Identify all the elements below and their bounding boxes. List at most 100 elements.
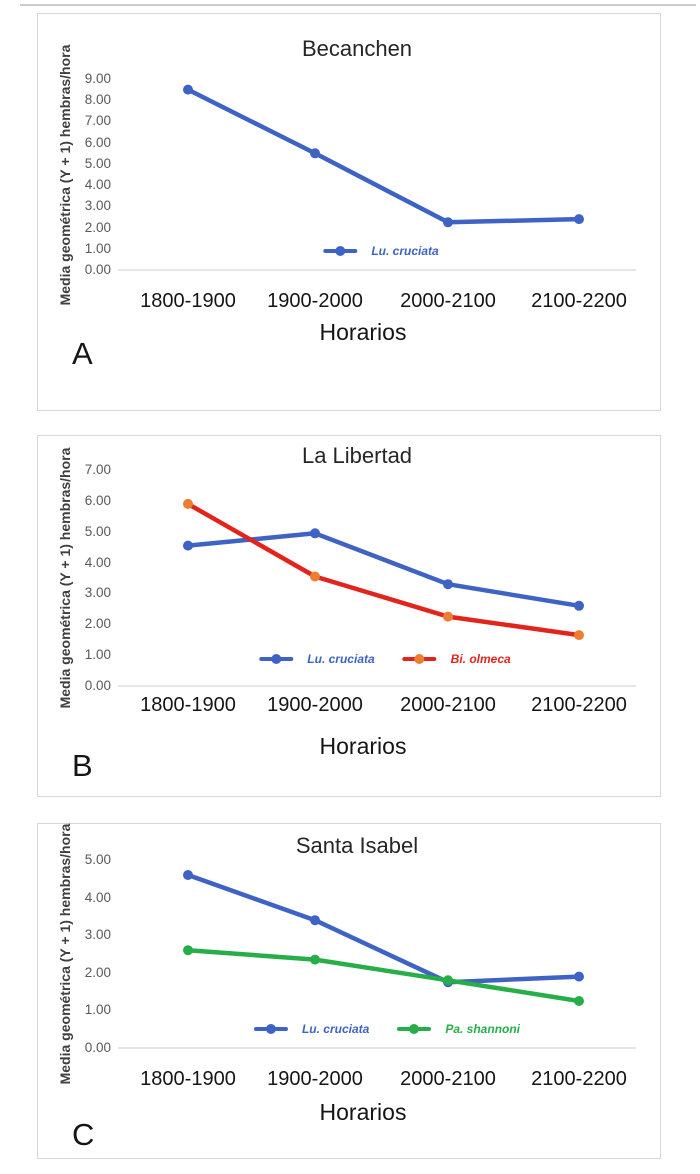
- y-tick-label: 5.00: [84, 852, 111, 867]
- x-axis-category-labels: 1800-1900 1900-2000 2000-2100 2100-2200: [38, 1068, 660, 1092]
- chart-legend: Lu. cruciata Bi. olmeca: [259, 652, 511, 666]
- data-point-marker: [443, 217, 453, 228]
- legend-label: Lu. cruciata: [301, 1022, 370, 1036]
- chart-title: Santa Isabel: [295, 833, 419, 858]
- legend-item: Lu. cruciata: [323, 244, 439, 258]
- y-tick-label: 0.00: [84, 1040, 111, 1055]
- data-point-marker: [310, 528, 320, 539]
- legend-line-marker-icon: [323, 246, 358, 256]
- x-category-label: 1800-1900: [140, 694, 236, 716]
- y-tick-label: 4.00: [84, 177, 111, 193]
- y-tick-label: 2.00: [84, 964, 111, 980]
- x-axis-category-labels: 1800-1900 1900-2000 2000-2100 2100-2200: [38, 694, 660, 718]
- y-tick-label: 7.00: [84, 113, 111, 129]
- y-tick-label: 6.00: [84, 134, 111, 150]
- chart-panel-la-libertad: La Libertad Media geométrica (Y + 1) hem…: [37, 435, 661, 797]
- x-category-label: 2000-2100: [400, 290, 496, 312]
- data-point-marker: [443, 611, 453, 622]
- plot-area: [118, 498, 636, 687]
- x-category-label: 2100-2200: [531, 290, 627, 312]
- chart-legend: Lu. cruciata Pa. shannoni: [253, 1022, 520, 1036]
- y-axis-tick-labels: 0.00 1.00 2.00 3.00 4.00 5.00 6.00 7.00 8.00 9.00: [38, 14, 660, 410]
- x-category-label: 1800-1900: [140, 1068, 236, 1090]
- legend-item: Lu. cruciata: [253, 1022, 370, 1036]
- data-point-marker: [183, 498, 193, 509]
- data-point-marker: [574, 996, 584, 1006]
- data-point-marker: [183, 945, 193, 956]
- data-point-marker: [310, 571, 320, 582]
- y-axis-tick-labels: 0.00 1.00 2.00 3.00 4.00 5.00 6.00 7.00: [38, 436, 660, 796]
- crop-artifact-line: [20, 4, 696, 6]
- y-tick-label: 7.00: [84, 462, 111, 477]
- data-point-marker: [443, 975, 453, 986]
- y-tick-label: 6.00: [84, 492, 111, 508]
- x-category-label: 2100-2200: [531, 694, 627, 716]
- legend-line-marker-icon: [397, 1024, 432, 1034]
- x-category-label: 2000-2100: [400, 694, 496, 716]
- chart-panel-becanchen: Becanchen Media geométrica (Y + 1) hembr…: [37, 13, 661, 411]
- chart-title: Becanchen: [301, 36, 413, 61]
- x-category-label: 1900-2000: [267, 694, 363, 716]
- y-axis-tick-labels: 0.00 1.00 2.00 3.00 4.00 5.00: [38, 824, 660, 1158]
- x-axis-title: Horarios: [319, 319, 407, 345]
- legend-label: Lu. cruciata: [307, 652, 375, 666]
- plot-area: [118, 870, 636, 1049]
- x-axis-title: Horarios: [319, 733, 407, 759]
- data-point-marker: [183, 84, 193, 95]
- x-category-label: 1900-2000: [267, 1068, 363, 1090]
- y-tick-label: 3.00: [84, 927, 111, 943]
- x-axis-title: Horarios: [319, 1099, 407, 1125]
- legend-line-marker-icon: [253, 1024, 288, 1034]
- y-tick-label: 3.00: [84, 585, 111, 601]
- legend-label: Lu. cruciata: [371, 244, 439, 258]
- panel-letter: A: [72, 336, 93, 371]
- y-tick-label: 0.00: [84, 678, 111, 693]
- series-line-0: [185, 87, 582, 225]
- y-tick-label: 5.00: [84, 523, 111, 539]
- y-tick-label: 4.00: [84, 554, 111, 570]
- x-category-label: 2100-2200: [531, 1068, 627, 1090]
- y-tick-label: 5.00: [84, 155, 111, 171]
- x-category-label: 2000-2100: [400, 1068, 496, 1090]
- x-axis-category-labels: 1800-1900 1900-2000 2000-2100 2100-2200: [38, 290, 660, 314]
- series-line-1: [185, 501, 582, 638]
- legend-line-marker-icon: [402, 654, 437, 664]
- data-point-marker: [574, 971, 584, 982]
- y-tick-label: 9.00: [84, 71, 111, 86]
- data-point-marker: [310, 148, 320, 159]
- data-point-marker: [574, 630, 584, 641]
- y-tick-label: 2.00: [84, 616, 111, 632]
- y-tick-label: 0.00: [84, 262, 111, 277]
- legend-item: Lu. cruciata: [259, 652, 375, 666]
- data-point-marker: [310, 915, 320, 926]
- y-tick-label: 1.00: [84, 240, 111, 256]
- legend-item: Pa. shannoni: [397, 1022, 520, 1036]
- y-tick-label: 8.00: [84, 92, 111, 108]
- chart-legend: Lu. cruciata: [323, 244, 439, 258]
- y-tick-label: 2.00: [84, 219, 111, 235]
- data-point-marker: [183, 540, 193, 551]
- legend-label: Bi. olmeca: [450, 652, 511, 666]
- plot-area: [118, 84, 636, 271]
- data-point-marker: [310, 954, 320, 965]
- series-line-0: [185, 872, 582, 985]
- y-tick-label: 3.00: [84, 198, 111, 214]
- legend-line-marker-icon: [259, 654, 294, 664]
- panel-letter: C: [72, 1117, 95, 1152]
- legend-item: Bi. olmeca: [402, 652, 511, 666]
- series-line-1: [185, 947, 582, 1004]
- y-tick-label: 1.00: [84, 647, 111, 663]
- chart-title: La Libertad: [301, 443, 413, 468]
- chart-panel-santa-isabel: Santa Isabel Media geométrica (Y + 1) he…: [37, 823, 661, 1159]
- data-point-marker: [183, 870, 193, 880]
- x-category-label: 1800-1900: [140, 290, 236, 312]
- data-point-marker: [574, 214, 584, 225]
- x-category-label: 1900-2000: [267, 290, 363, 312]
- y-tick-label: 1.00: [84, 1002, 111, 1018]
- panel-letter: B: [72, 748, 93, 783]
- data-point-marker: [574, 600, 584, 611]
- legend-label: Pa. shannoni: [445, 1022, 521, 1036]
- y-tick-label: 4.00: [84, 889, 111, 905]
- data-point-marker: [443, 579, 453, 590]
